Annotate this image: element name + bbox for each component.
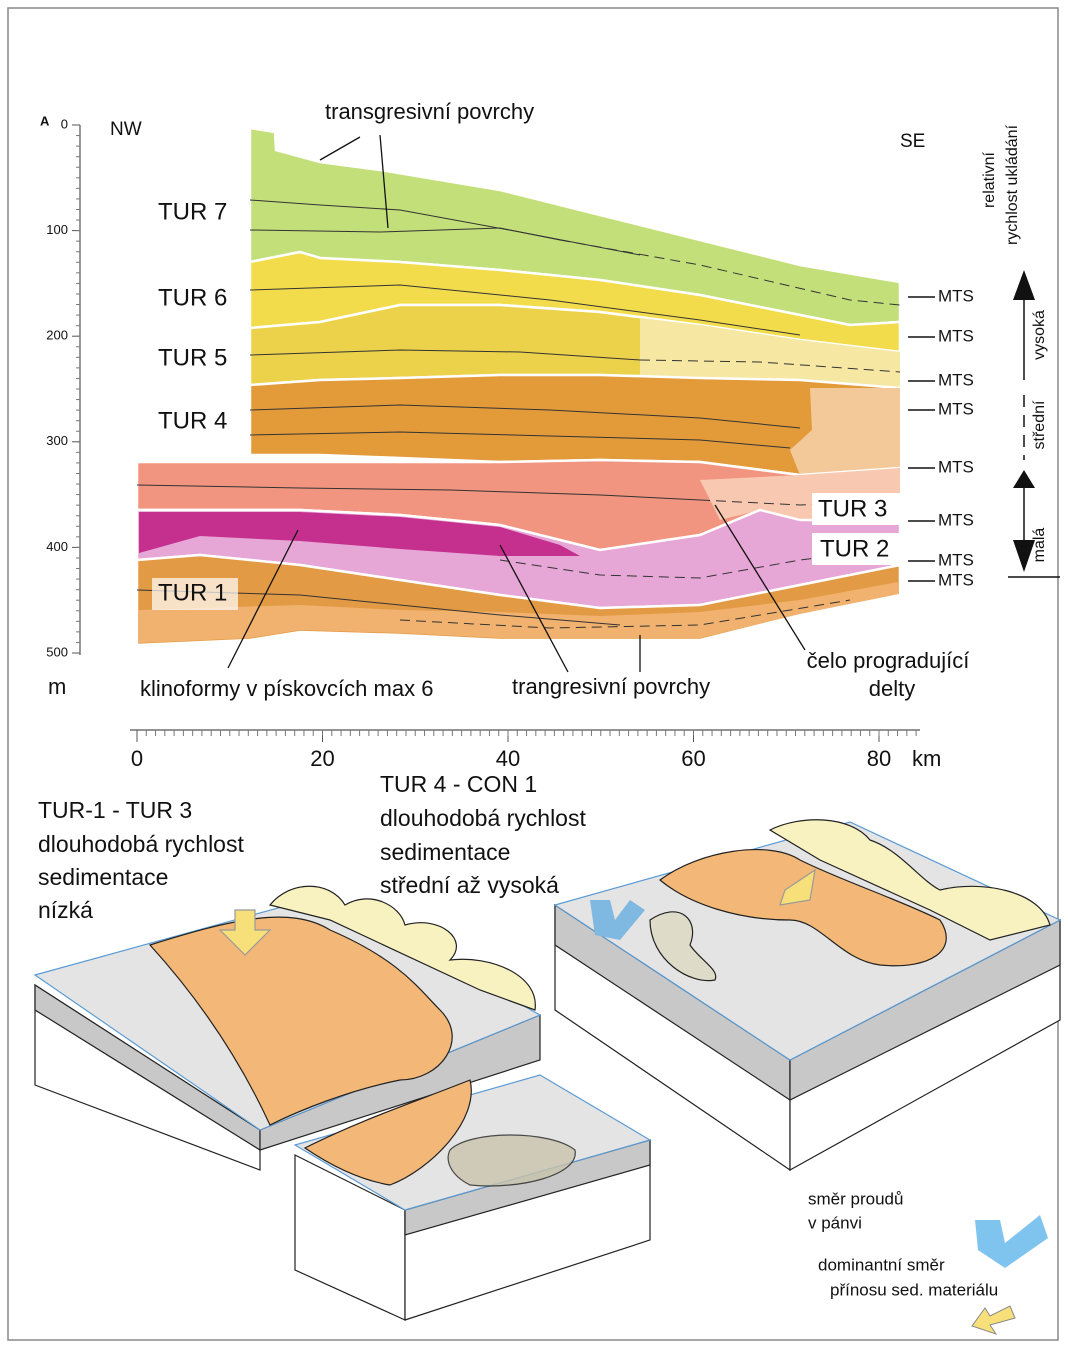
- unit-label: TUR 6: [158, 284, 227, 311]
- annotation: delty: [869, 676, 915, 701]
- unit-label: TUR 3: [818, 495, 887, 522]
- scale-level: malá: [1031, 528, 1048, 563]
- annotation: transgresivní povrchy: [325, 99, 534, 124]
- rate-scale: relativní rychlost ukládání vysoká střed…: [981, 124, 1060, 577]
- tick-label: 0: [131, 746, 143, 771]
- block-diagram-right: [555, 820, 1060, 1170]
- unit-label: TUR 2: [820, 535, 889, 562]
- tick-label: 20: [310, 746, 334, 771]
- arrow-head: [1013, 470, 1035, 488]
- diagram: A m 0100200300400500 km 020406080 NW SE …: [0, 0, 1068, 1350]
- tick-label: 100: [46, 222, 68, 237]
- caption: střední až vysoká: [380, 872, 559, 898]
- axis-marker: A: [40, 113, 50, 128]
- direction-label: SE: [900, 131, 925, 152]
- mts-label: MTS: [938, 550, 974, 569]
- scale-title: rychlost ukládání: [1004, 124, 1021, 245]
- tick-label: 500: [46, 644, 68, 659]
- legend-label: přínosu sed. materiálu: [830, 1280, 998, 1299]
- legend: směr proudů v pánvi dominantní směr přín…: [808, 1189, 1048, 1334]
- direction-label: NW: [110, 119, 142, 140]
- leader: [320, 137, 360, 160]
- caption: TUR 4 - CON 1: [380, 771, 537, 797]
- legend-label: v pánvi: [808, 1213, 862, 1232]
- arrow-head: [1013, 270, 1035, 300]
- mts-label: MTS: [938, 510, 974, 529]
- tick-label: 400: [46, 539, 68, 554]
- caption: TUR-1 - TUR 3: [38, 797, 192, 823]
- mts-label: MTS: [938, 326, 974, 345]
- depth-axis: A m 0 100 200 300 400 500: [40, 113, 80, 698]
- distance-axis: km 0 20 40 60 80: [130, 730, 941, 771]
- tick-label: 200: [46, 328, 68, 343]
- caption: sedimentace: [38, 864, 168, 890]
- annotation: čelo progradující: [807, 648, 970, 673]
- scale-title: relativní: [981, 151, 998, 208]
- tick-label: 40: [496, 746, 520, 771]
- unit-label: TUR 5: [158, 344, 227, 371]
- mts-label: MTS: [938, 570, 974, 589]
- annotation: klinoformy v pískovcích max 6: [140, 676, 433, 701]
- mts-label: MTS: [938, 399, 974, 418]
- scale-level: střední: [1031, 400, 1048, 449]
- scale-level: vysoká: [1031, 310, 1048, 360]
- legend-label: dominantní směr: [818, 1255, 945, 1274]
- caption: nízká: [38, 897, 93, 923]
- tick-label: 60: [681, 746, 705, 771]
- caption: dlouhodobá rychlost: [380, 805, 586, 831]
- legend-current-arrow: [975, 1215, 1048, 1268]
- axis-unit: km: [912, 746, 941, 771]
- tick-label: 0: [61, 116, 68, 131]
- tick-label: 300: [46, 433, 68, 448]
- unit-label: TUR 4: [158, 407, 227, 434]
- unit-label: TUR 7: [158, 198, 227, 225]
- tick-label: 80: [867, 746, 891, 771]
- mts-label: MTS: [938, 286, 974, 305]
- cross-section: [137, 128, 900, 645]
- legend-label: směr proudů: [808, 1189, 903, 1208]
- caption: sedimentace: [380, 839, 510, 865]
- mts-label: MTS: [938, 457, 974, 476]
- legend-sediment-arrow: [972, 1306, 1015, 1334]
- mts-label: MTS: [938, 370, 974, 389]
- axis-unit: m: [48, 674, 66, 699]
- unit-label: TUR 1: [158, 579, 227, 606]
- annotation: trangresivní povrchy: [512, 674, 710, 699]
- caption: dlouhodobá rychlost: [38, 831, 244, 857]
